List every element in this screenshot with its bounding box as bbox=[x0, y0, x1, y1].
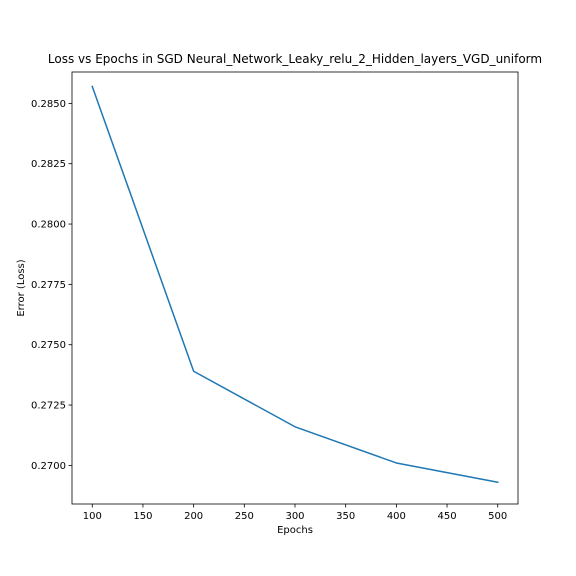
x-tick-label: 500 bbox=[488, 511, 507, 522]
x-tick-label: 400 bbox=[387, 511, 406, 522]
y-tick-label: 0.2725 bbox=[31, 401, 66, 412]
y-tick-label: 0.2850 bbox=[31, 99, 66, 110]
x-axis-label: Epochs bbox=[277, 525, 313, 536]
plot-area: 100 150 200 250 300 350 400 450 500 0.2700 0.2725 0… bbox=[31, 71, 519, 522]
y-tick-label: 0.2775 bbox=[31, 280, 66, 291]
x-tick-label: 150 bbox=[133, 511, 152, 522]
y-tick-label: 0.2750 bbox=[31, 340, 66, 351]
y-tick-label: 0.2800 bbox=[31, 220, 66, 231]
y-axis-label: Error (Loss) bbox=[16, 259, 27, 316]
y-tick-label: 0.2825 bbox=[31, 159, 66, 170]
x-tick-label: 300 bbox=[285, 511, 304, 522]
chart-title: Loss vs Epochs in SGD Neural_Network_Lea… bbox=[48, 52, 542, 66]
x-tick-label: 200 bbox=[184, 511, 203, 522]
x-tick-label: 250 bbox=[235, 511, 254, 522]
x-tick-label: 350 bbox=[336, 511, 355, 522]
x-tick-label: 100 bbox=[83, 511, 102, 522]
x-tick-label: 450 bbox=[437, 511, 456, 522]
y-tick-label: 0.2700 bbox=[31, 461, 66, 472]
plot-frame bbox=[71, 71, 519, 505]
series-line bbox=[91, 85, 499, 484]
